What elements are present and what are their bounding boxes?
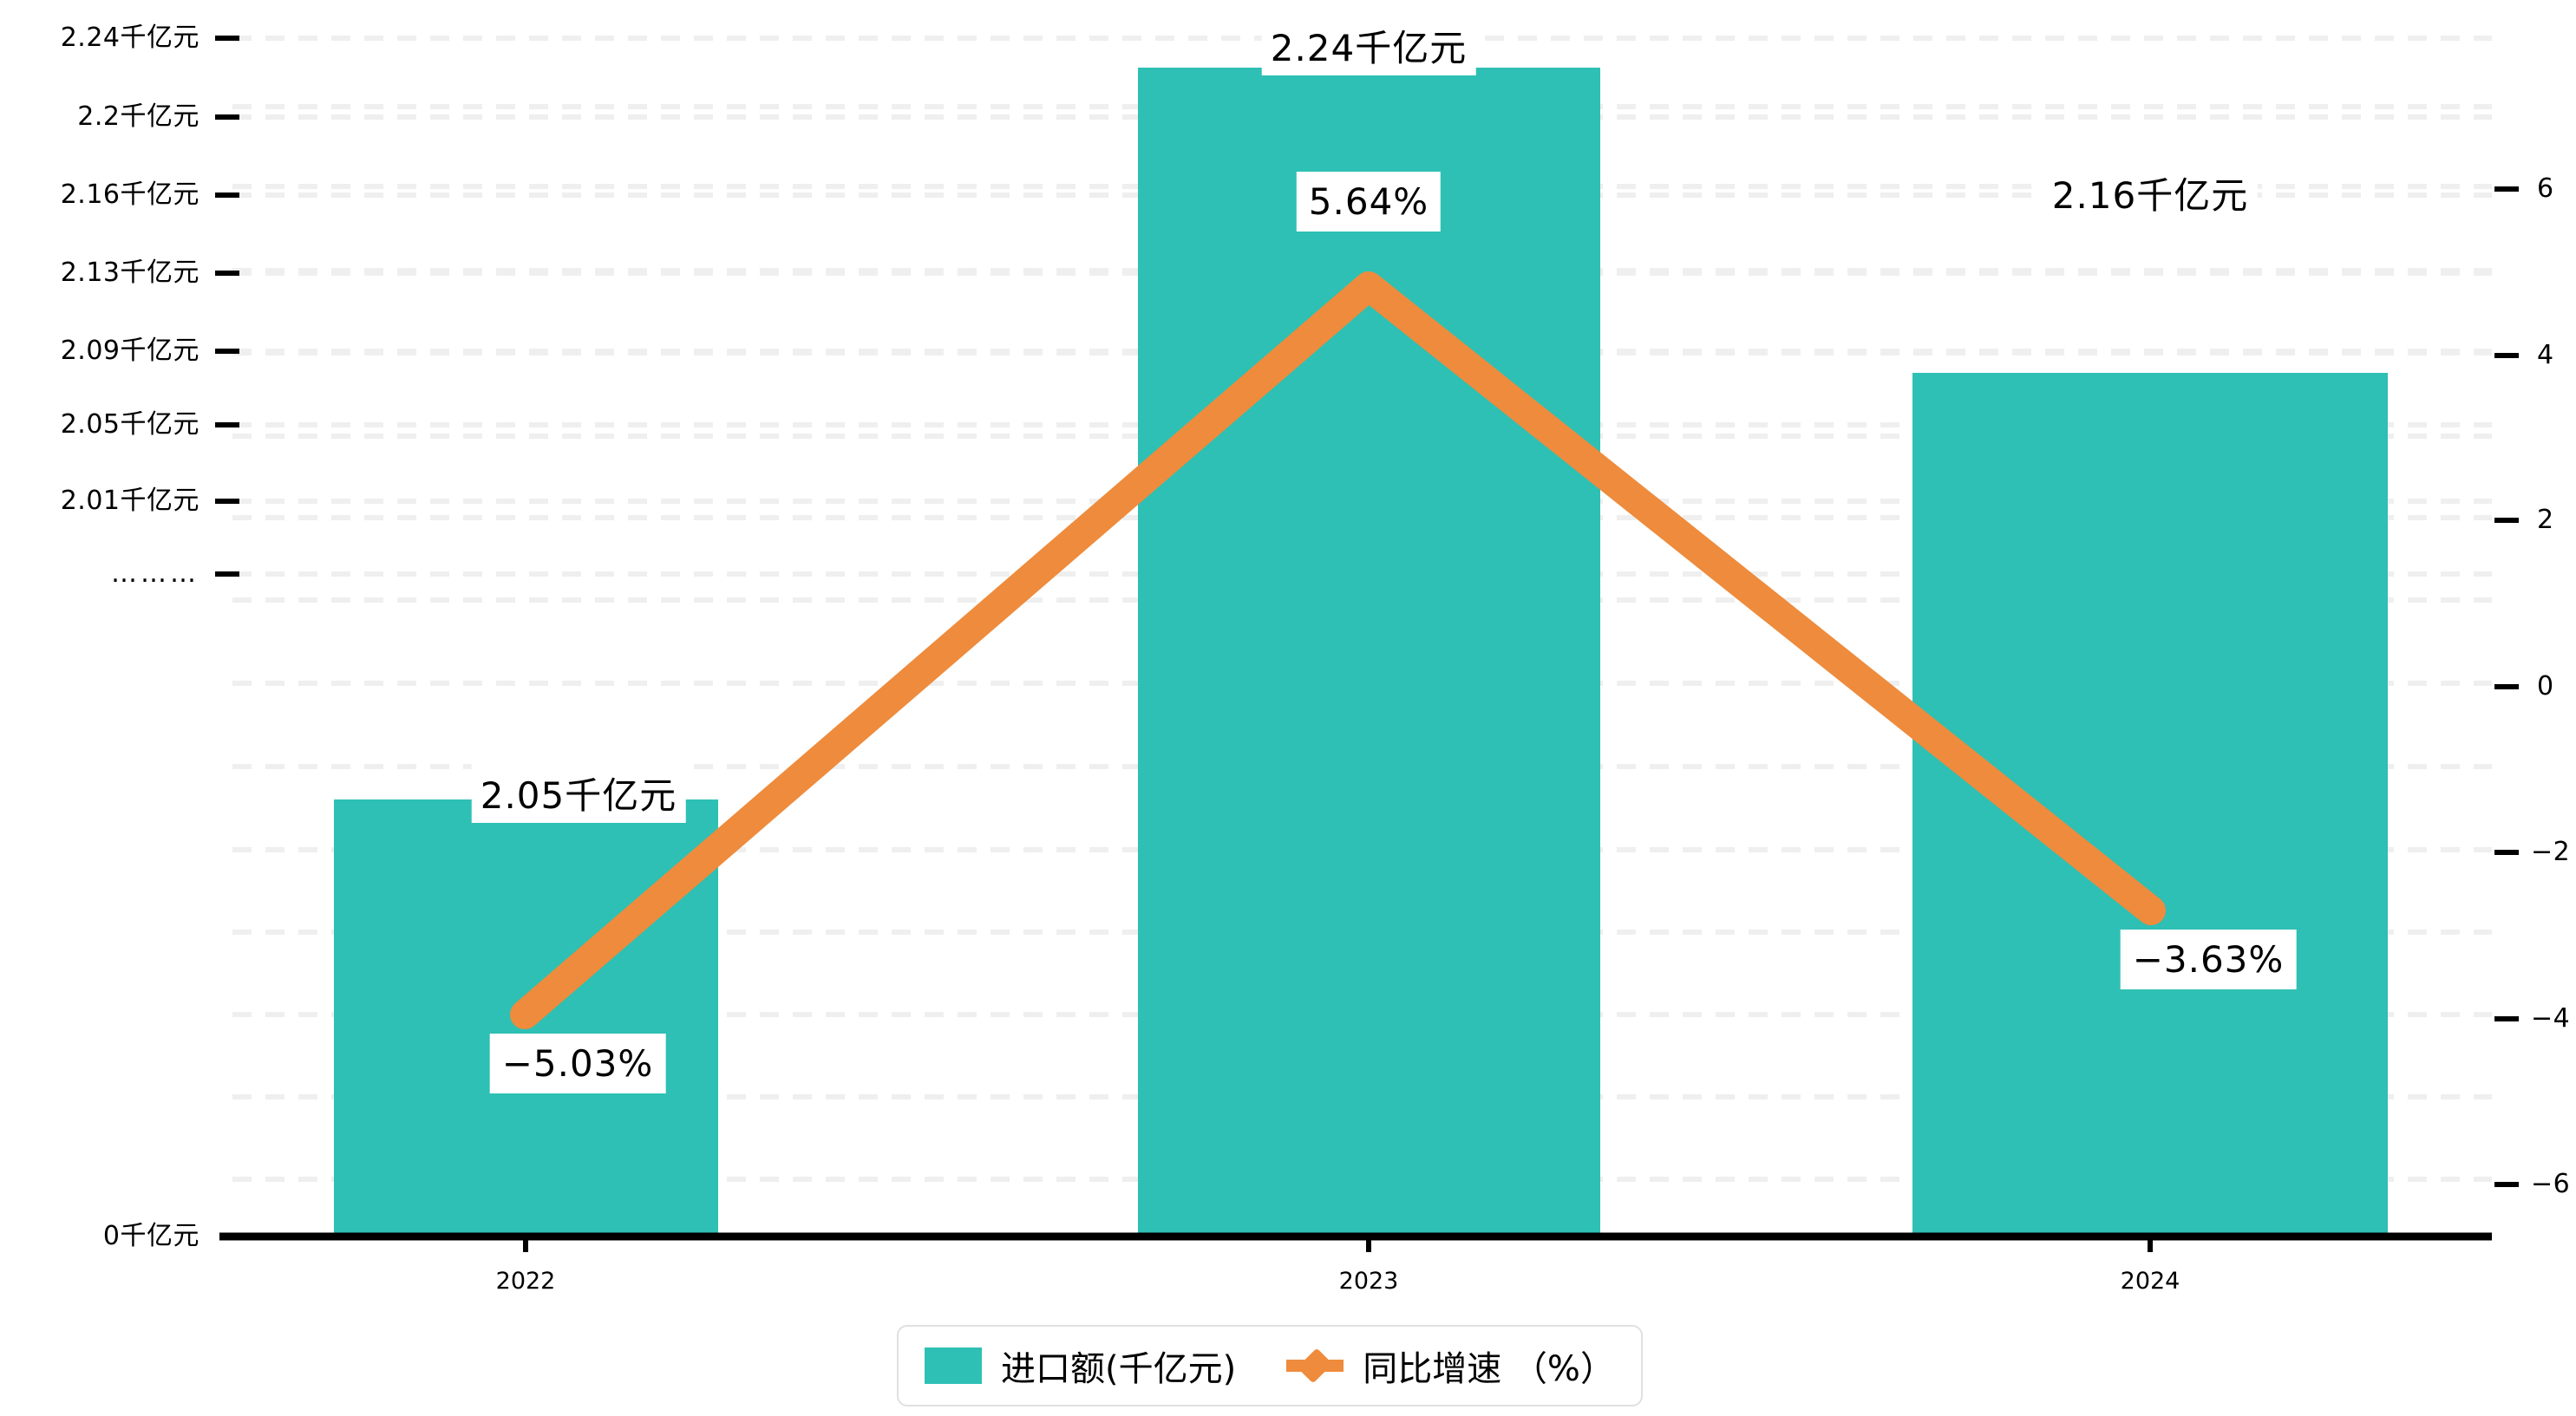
y-axis-left-tick-3: 2.13千亿元 (60, 258, 199, 288)
y-axis-right-tick-0: 6 (2537, 173, 2554, 204)
line-data-label-2024: −3.63% (2120, 930, 2297, 989)
bar-data-label-2022: 2.05千亿元 (471, 763, 686, 823)
y-axis-left-tick-5: 2.05千亿元 (60, 409, 199, 440)
y-axis-right-tick-3: 0 (2537, 671, 2554, 701)
legend-label-import-amount: 进口额(千亿元) (1001, 1349, 1237, 1389)
legend-item-import-amount[interactable]: 进口额(千亿元) (925, 1341, 1236, 1391)
y-axis-left-tick-4: 2.09千亿元 (60, 336, 199, 366)
axis-ticks-left (215, 36, 239, 577)
bar-series (334, 68, 2388, 1236)
legend-line-marker-icon (1286, 1347, 1344, 1384)
line-series (510, 271, 2166, 1029)
axis-ticks-x (523, 1237, 2153, 1252)
legend-bar-swatch-icon (925, 1347, 982, 1384)
x-axis-label-2024: 2024 (2120, 1268, 2180, 1295)
y-axis-left-tick-break: ……… (111, 558, 199, 589)
x-axis-label-2023: 2023 (1338, 1268, 1399, 1295)
legend-label-growth-rate: 同比增速 （%） (1363, 1349, 1615, 1389)
bar-2023 (1138, 68, 1600, 1236)
y-axis-left-tick-2: 2.16千亿元 (60, 179, 199, 210)
legend-item-growth-rate[interactable]: 同比增速 （%） (1286, 1341, 1615, 1391)
bar-2024 (1912, 373, 2388, 1236)
y-axis-left-tick-6: 2.01千亿元 (60, 486, 199, 516)
chart-legend: 进口额(千亿元) 同比增速 （%） (897, 1325, 1643, 1406)
y-axis-right-tick-1: 4 (2537, 340, 2554, 370)
bar-data-label-2023: 2.24千亿元 (1261, 16, 1476, 75)
y-axis-right-tick-4: −2 (2531, 837, 2571, 867)
y-axis-left-tick-0: 2.24千亿元 (60, 23, 199, 53)
y-axis-left-tick-1: 2.2千亿元 (77, 101, 199, 132)
y-axis-right-tick-5: −4 (2531, 1003, 2571, 1034)
x-axis-label-2022: 2022 (495, 1268, 556, 1295)
y-axis-right-tick-6: −6 (2531, 1169, 2571, 1199)
y-axis-right-tick-2: 2 (2537, 505, 2554, 535)
line-data-label-2022: −5.03% (489, 1034, 666, 1093)
line-data-label-2023: 5.64% (1296, 172, 1442, 232)
axis-ticks-right (2494, 186, 2519, 1187)
bar-data-label-2024: 2.16千亿元 (2043, 163, 2258, 223)
y-axis-left-tick-8: 0千亿元 (102, 1221, 199, 1251)
